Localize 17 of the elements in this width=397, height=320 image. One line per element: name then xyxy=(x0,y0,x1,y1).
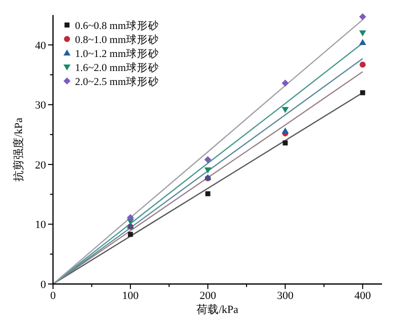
x-tick-label: 400 xyxy=(354,290,372,302)
y-tick-label: 20 xyxy=(35,159,46,172)
x-axis-title: 荷载/kPa xyxy=(196,303,238,316)
y-tick-label: 0 xyxy=(40,279,46,291)
x-tick-label: 100 xyxy=(122,290,140,302)
x-tick-label: 200 xyxy=(200,290,217,302)
x-tick-label: 300 xyxy=(276,290,294,302)
x-tick-label: 0 xyxy=(50,290,56,302)
y-tick-label: 30 xyxy=(35,100,46,112)
legend-label: 0.6~0.8 mm球形砂 xyxy=(75,19,159,32)
y-tick-label: 10 xyxy=(35,219,46,232)
legend-label: 1.6~2.0 mm球形砂 xyxy=(75,61,159,74)
legend-label: 1.0~1.2 mm球形砂 xyxy=(75,47,159,60)
legend-label: 2.0~2.5 mm球形砂 xyxy=(75,75,159,88)
legend-label: 0.8~1.0 mm球形砂 xyxy=(75,33,159,46)
y-axis-title: 抗剪强度/kPa xyxy=(12,118,25,182)
y-tick-label: 40 xyxy=(35,40,46,52)
